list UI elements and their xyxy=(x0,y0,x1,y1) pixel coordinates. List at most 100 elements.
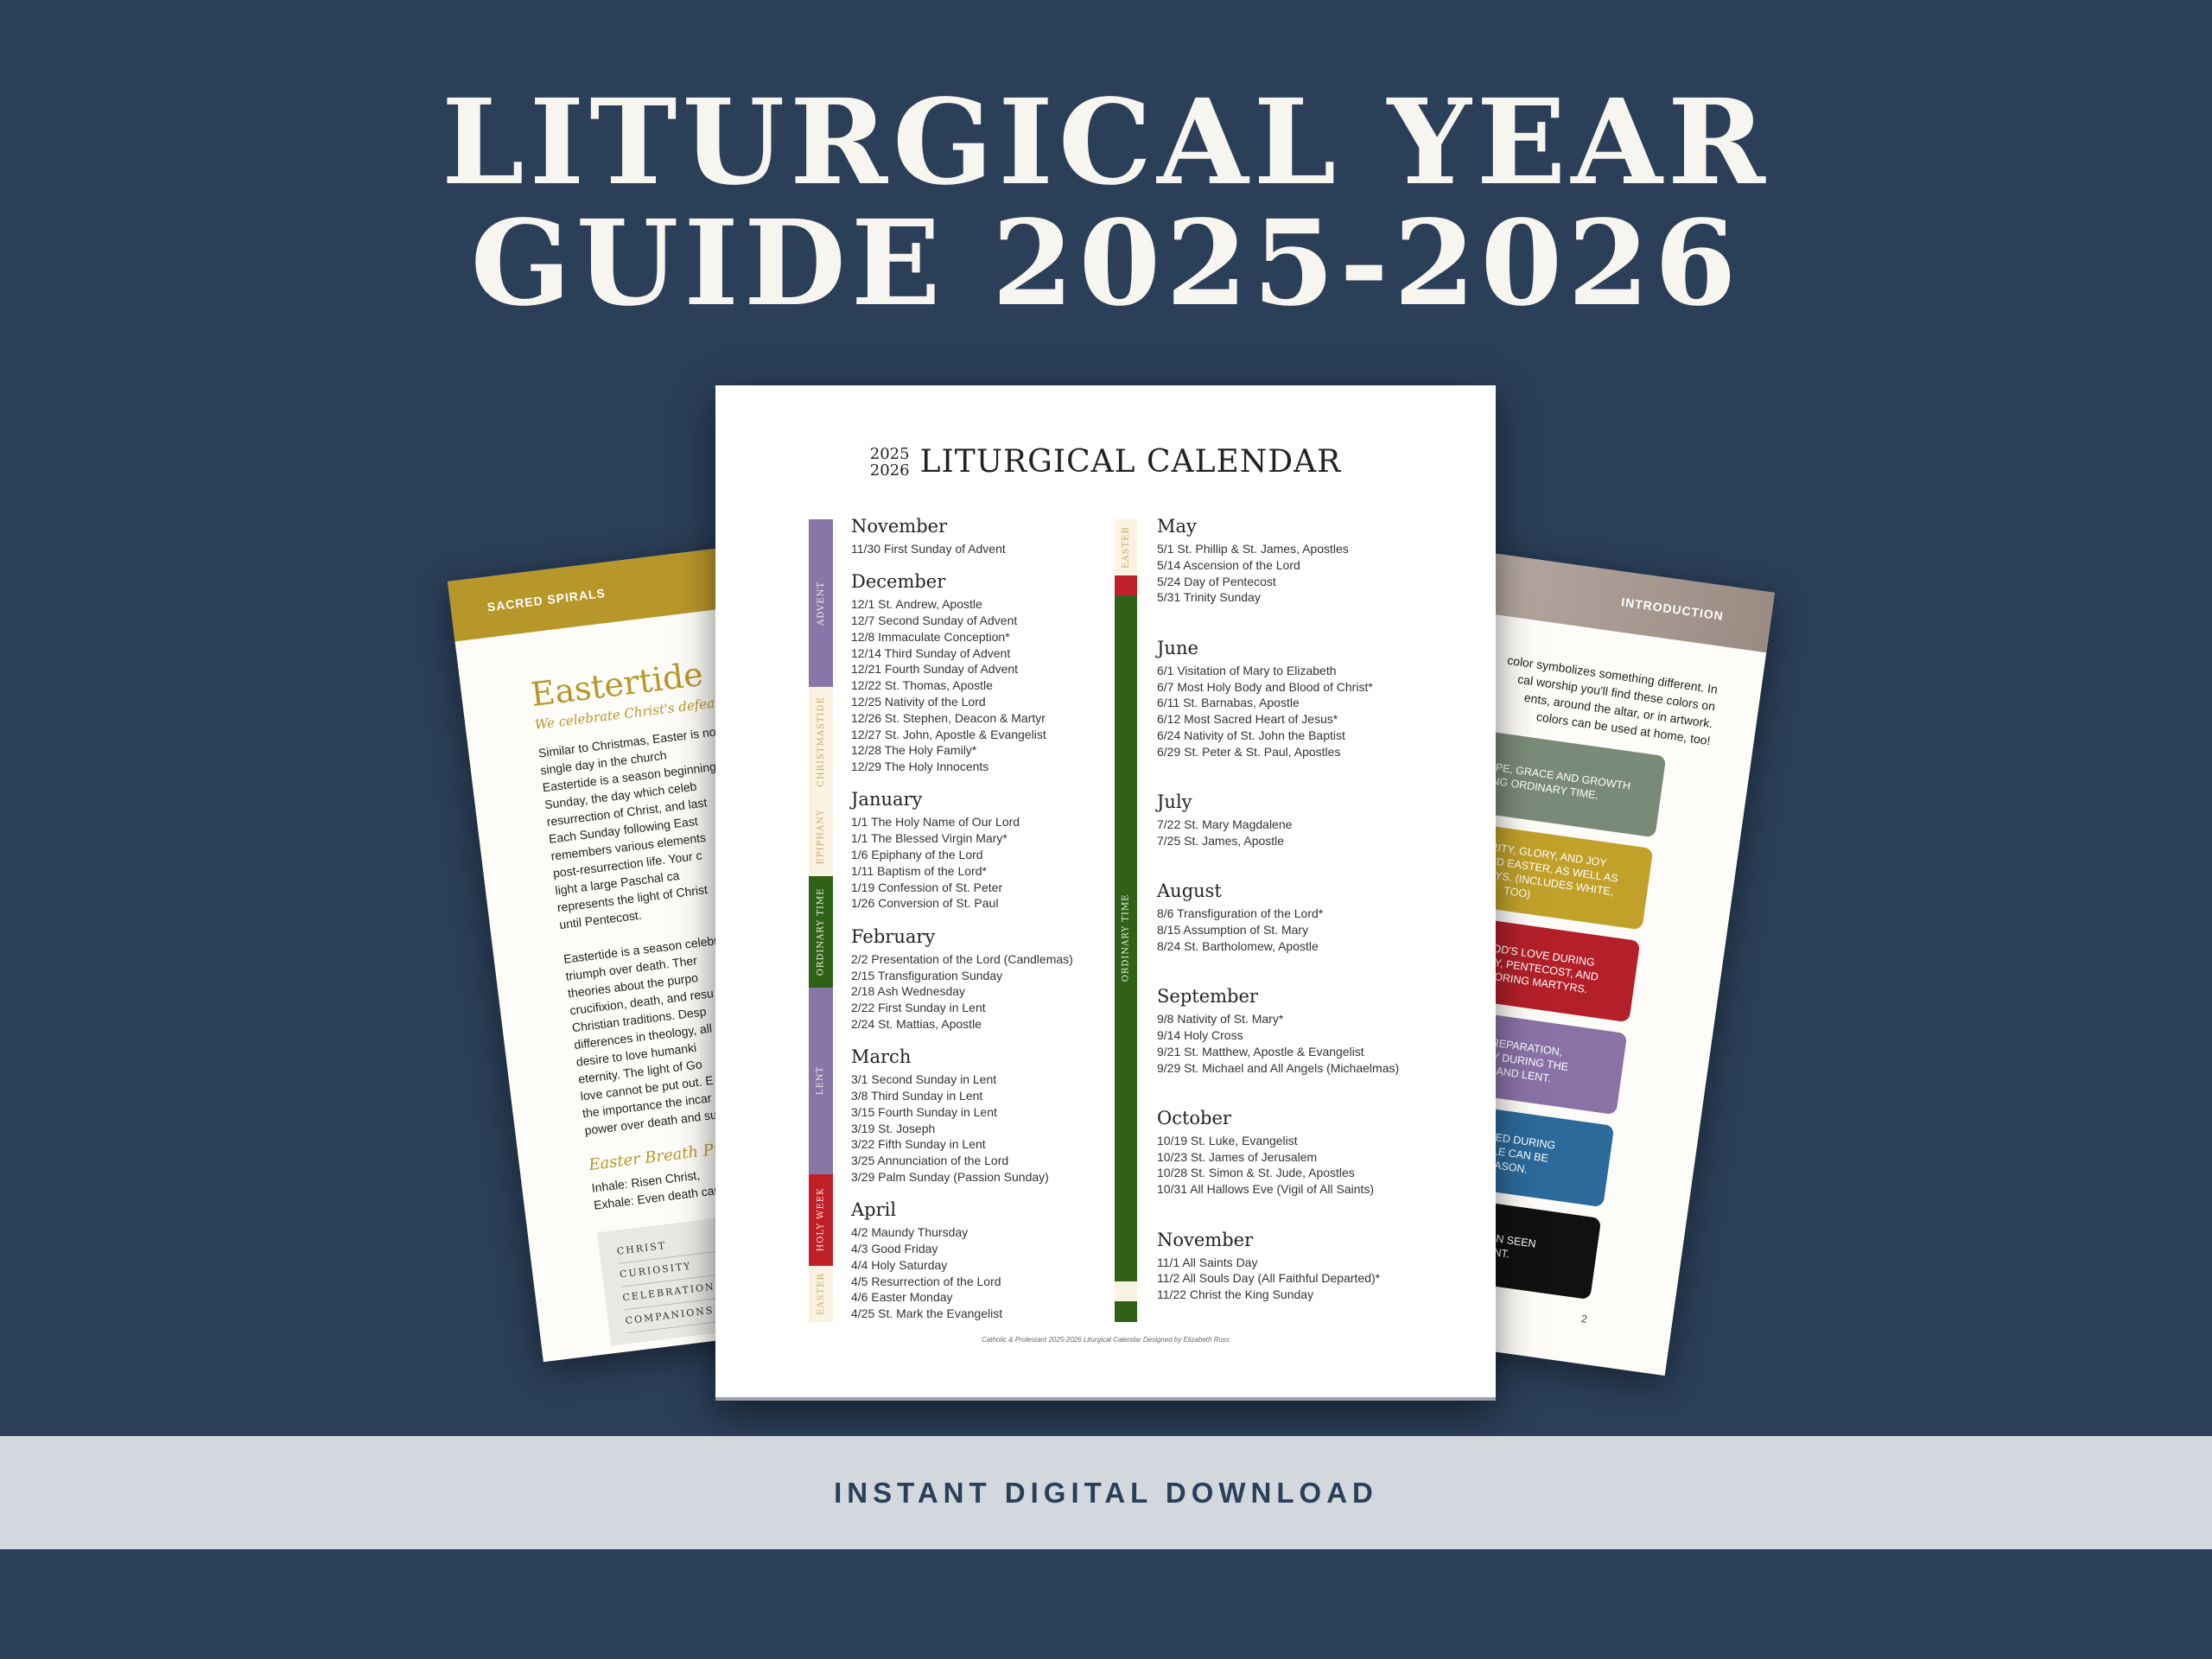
calendar-item: 1/11 Baptism of the Lord* xyxy=(851,863,987,878)
month: September 9/8 Nativity of St. Mary* 9/14 H… xyxy=(1157,985,1485,1076)
headline-line: GUIDE 2025-2026 xyxy=(470,194,1742,333)
calendar-item: 12/14 Third Sunday of Advent xyxy=(851,645,1011,660)
years: 2025 2026 xyxy=(870,446,910,479)
month-name: November xyxy=(1157,1229,1254,1250)
calendar-item: 12/28 The Holy Family* xyxy=(851,743,977,758)
calendar-item: 12/1 St. Andrew, Apostle xyxy=(851,597,982,612)
calendar-item: 1/1 The Blessed Virgin Mary* xyxy=(851,831,1007,846)
calendar-item: 11/30 First Sunday of Advent xyxy=(851,542,1006,556)
season-label: ADVENT xyxy=(816,581,826,626)
season-segment: ORDINARY TIME xyxy=(809,876,833,988)
calendar-item: 3/25 Annunciation of the Lord xyxy=(851,1154,1009,1168)
month: August 8/6 Transfiguration of the Lord* 8/… xyxy=(1157,880,1485,954)
calendar-item: 1/19 Confession of St. Peter xyxy=(851,880,1003,894)
page-number: 2 xyxy=(1580,1313,1588,1325)
calendar-item: 1/26 Conversion of St. Paul xyxy=(851,896,999,911)
calendar-item: 12/25 Nativity of the Lord xyxy=(851,695,986,709)
calendar-item: 11/2 All Souls Day (All Faithful Departe… xyxy=(1157,1271,1381,1286)
season-label: LENT xyxy=(816,1066,826,1096)
season-label: EASTER xyxy=(1121,526,1131,569)
calendar-item: 9/21 St. Matthew, Apostle & Evangelist xyxy=(1157,1044,1364,1058)
calendar-item: 9/29 St. Michael and All Angels (Michael… xyxy=(1157,1060,1400,1075)
footer: Catholic & Protestant 2025-2026 Liturgic… xyxy=(982,1336,1230,1344)
calendar-item: 6/12 Most Sacred Heart of Jesus* xyxy=(1157,712,1338,727)
calendar-item: 12/29 The Holy Innocents xyxy=(851,760,989,774)
calendar-item: 6/7 Most Holy Body and Blood of Christ* xyxy=(1157,679,1373,694)
month-name: November xyxy=(851,516,948,537)
calendar-item: 10/23 St. James of Jerusalem xyxy=(1157,1149,1318,1164)
month: November 11/1 All Saints Day 11/2 All Soul… xyxy=(1157,1229,1485,1303)
calendar-item: 4/4 Holy Saturday xyxy=(851,1257,948,1272)
calendar-item: 4/3 Good Friday xyxy=(851,1241,938,1255)
calendar-item: 3/1 Second Sunday in Lent xyxy=(851,1072,997,1087)
season-label: EASTER xyxy=(816,1273,826,1315)
calendar-item: 2/24 St. Mattias, Apostle xyxy=(851,1016,982,1031)
calendar-item: 2/22 First Sunday in Lent xyxy=(851,1001,986,1015)
calendar-item: 3/29 Palm Sunday (Passion Sunday) xyxy=(851,1169,1049,1184)
month-name: January xyxy=(851,789,923,810)
calendar-item: 8/24 St. Bartholomew, Apostle xyxy=(1157,938,1319,953)
season-label: EPIPHANY xyxy=(816,809,826,865)
month-name: December xyxy=(851,571,946,593)
calendar-item: 12/27 St. John, Apostle & Evangelist xyxy=(851,727,1046,741)
calendar-item: 12/7 Second Sunday of Advent xyxy=(851,613,1018,628)
calendar-item: 3/22 Fifth Sunday in Lent xyxy=(851,1137,986,1152)
calendar-item: 7/22 St. Mary Magdalene xyxy=(1157,817,1293,832)
season-segment: ORDINARY TIME xyxy=(1115,595,1137,1281)
month: June 6/1 Visitation of Mary to Elizabeth 6… xyxy=(1157,637,1485,760)
season-label: HOLY WEEK xyxy=(816,1187,826,1252)
season-segment xyxy=(1115,575,1137,596)
calendar-item: 12/8 Immaculate Conception* xyxy=(851,629,1010,644)
calendar-item: 2/15 Transfiguration Sunday xyxy=(851,968,1003,982)
year: 2025 xyxy=(869,444,910,463)
season-segment: LENT xyxy=(809,988,833,1174)
calendar-item: 3/19 St. Joseph xyxy=(851,1121,936,1135)
calendar-page: 2025 2026 LITURGICAL CALENDAR ADVENT CHRI… xyxy=(715,385,1496,1401)
calendar-item: 10/19 St. Luke, Evangelist xyxy=(1157,1133,1298,1147)
calendar-item: 8/15 Assumption of St. Mary xyxy=(1157,923,1309,937)
calendar-item: 12/26 St. Stephen, Deacon & Martyr xyxy=(851,710,1046,725)
season-bar: ADVENT CHRISTMASTIDE EPIPHANY ORDINARY TIME… xyxy=(809,519,833,1323)
season-segment: CHRISTMASTIDE xyxy=(809,687,833,798)
calendar-item: 4/6 Easter Monday xyxy=(851,1290,953,1305)
year: 2026 xyxy=(869,461,910,480)
banner-text: INSTANT DIGITAL DOWNLOAD xyxy=(834,1476,1378,1509)
month: November 11/30 First Sunday of Advent xyxy=(851,515,1110,557)
season-segment xyxy=(1115,1281,1137,1301)
calendar-item: 5/24 Day of Pentecost xyxy=(1157,574,1276,588)
month-name: May xyxy=(1157,516,1197,537)
month-name: September xyxy=(1157,986,1258,1007)
title: LITURGICAL CALENDAR xyxy=(919,444,1342,480)
calendar-item: 2/2 Presentation of the Lord (Candlemas) xyxy=(851,951,1073,966)
month-name: February xyxy=(851,925,936,947)
month: April 4/2 Maundy Thursday 4/3 Good Friday 4… xyxy=(851,1198,1110,1322)
calendar-item: 2/18 Ash Wednesday xyxy=(851,984,966,999)
calendar-item: 6/1 Visitation of Mary to Elizabeth xyxy=(1157,663,1337,677)
calendar-item: 5/1 St. Phillip & St. James, Apostles xyxy=(1157,542,1349,556)
season-label: ORDINARY TIME xyxy=(1121,894,1131,982)
banner: INSTANT DIGITAL DOWNLOAD xyxy=(0,1436,2212,1549)
month-column: May 5/1 St. Phillip & St. James, Apostles… xyxy=(1157,515,1485,1303)
month: October 10/19 St. Luke, Evangelist 10/23 S… xyxy=(1157,1107,1485,1198)
month: March 3/1 Second Sunday in Lent 3/8 Third … xyxy=(851,1046,1110,1185)
month-column: November 11/30 First Sunday of Advent Dece… xyxy=(851,515,1110,1322)
month-name: April xyxy=(851,1199,897,1221)
calendar-item: 6/29 St. Peter & St. Paul, Apostles xyxy=(1157,744,1341,759)
calendar-item: 10/28 St. Simon & St. Jude, Apostles xyxy=(1157,1166,1355,1180)
headline: LITURGICAL YEAR GUIDE 2025-2026 xyxy=(0,82,2212,324)
calendar-item: 10/31 All Hallows Eve (Vigil of All Sain… xyxy=(1157,1182,1375,1197)
calendar-item: 7/25 St. James, Apostle xyxy=(1157,833,1285,848)
season-bar: EASTER ORDINARY TIME xyxy=(1115,519,1137,1323)
calendar-item: 9/14 Holy Cross xyxy=(1157,1027,1243,1042)
calendar-item: 4/5 Resurrection of the Lord xyxy=(851,1274,1001,1288)
month: December 12/1 St. Andrew, Apostle 12/7 Sec… xyxy=(851,570,1110,775)
calendar-item: 11/22 Christ the King Sunday xyxy=(1157,1287,1314,1302)
season-label: CHRISTMASTIDE xyxy=(816,696,826,788)
calendar-item: 5/14 Ascension of the Lord xyxy=(1157,557,1300,572)
calendar-item: 9/8 Nativity of St. Mary* xyxy=(1157,1012,1284,1027)
month-name: July xyxy=(1157,791,1192,813)
month-name: March xyxy=(851,1046,912,1068)
season-segment xyxy=(1115,1300,1137,1323)
calendar-item: 3/8 Third Sunday in Lent xyxy=(851,1088,983,1103)
